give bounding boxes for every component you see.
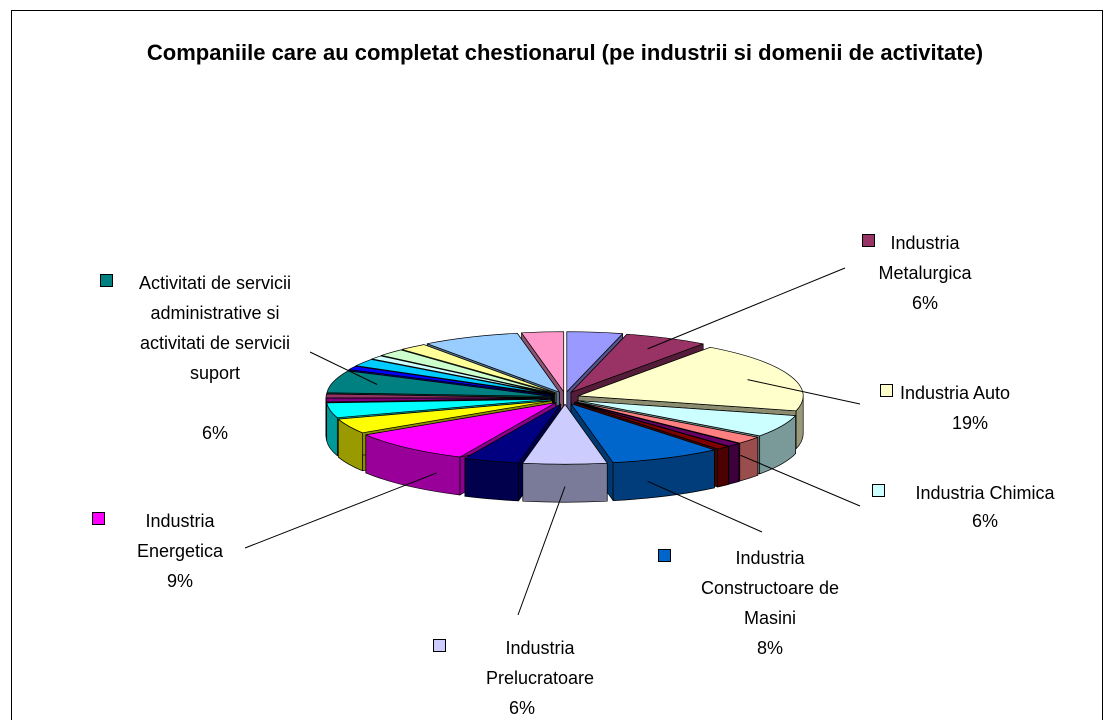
leader-line	[647, 480, 763, 533]
chart-title: Companiile care au completat chestionaru…	[146, 40, 984, 65]
slice-top	[325, 393, 552, 399]
data-label: 9%	[166, 571, 193, 591]
leader-line	[747, 379, 861, 405]
slice-top	[401, 344, 557, 394]
legend-marker	[658, 549, 671, 562]
slice-top	[575, 401, 759, 444]
slice-side	[728, 443, 740, 485]
data-label: 6%	[201, 423, 228, 443]
leader-line	[647, 267, 846, 350]
slice-top	[521, 331, 565, 393]
slice-label: Industria Metalurgica	[878, 233, 972, 283]
slice-top	[365, 402, 557, 458]
leader-line	[244, 472, 437, 549]
slice-label: Industria Auto	[899, 383, 1011, 403]
legend-marker	[862, 234, 875, 247]
slice-top	[573, 402, 729, 450]
slice-side	[464, 457, 519, 502]
slice-label: Industria Chimica	[915, 483, 1055, 503]
legend-marker	[872, 484, 885, 497]
slice-top	[325, 397, 552, 403]
slice-top	[426, 332, 560, 393]
slice-side	[522, 462, 608, 503]
data-label: 8%	[756, 638, 783, 658]
slice-label: Industria Constructoare de Masini	[700, 548, 840, 628]
slice-top	[566, 331, 624, 393]
leader-line	[740, 454, 861, 507]
slice-top	[381, 349, 556, 395]
slice-top	[371, 355, 555, 395]
pie-slice	[522, 403, 608, 503]
slice-top	[577, 346, 804, 412]
slice-top	[355, 359, 554, 395]
leader-line	[309, 351, 378, 385]
slice-top	[577, 400, 796, 437]
data-label: 6%	[971, 511, 998, 531]
slice-top	[337, 400, 553, 434]
slice-top	[570, 403, 715, 463]
legend-marker	[100, 274, 113, 287]
data-label: 6%	[508, 698, 535, 718]
slice-top	[326, 370, 552, 397]
legend-marker	[880, 384, 893, 397]
data-label: 19%	[951, 413, 989, 433]
slice-top	[522, 403, 608, 465]
chart-frame	[11, 10, 1103, 720]
legend-marker	[433, 639, 446, 652]
data-label: 6%	[911, 293, 938, 313]
slice-label: Industria Energetica	[136, 511, 224, 561]
slice-side	[717, 446, 729, 488]
legend-marker	[92, 512, 105, 525]
slice-top	[574, 402, 740, 447]
slice-top	[570, 333, 704, 393]
slice-top	[348, 365, 553, 396]
slice-label: Activitati de servicii administrative si…	[138, 273, 292, 383]
slice-top	[464, 403, 562, 464]
slice-top	[326, 398, 552, 419]
leader-line	[517, 486, 566, 616]
slice-label: Industria Prelucratoare	[485, 638, 595, 688]
